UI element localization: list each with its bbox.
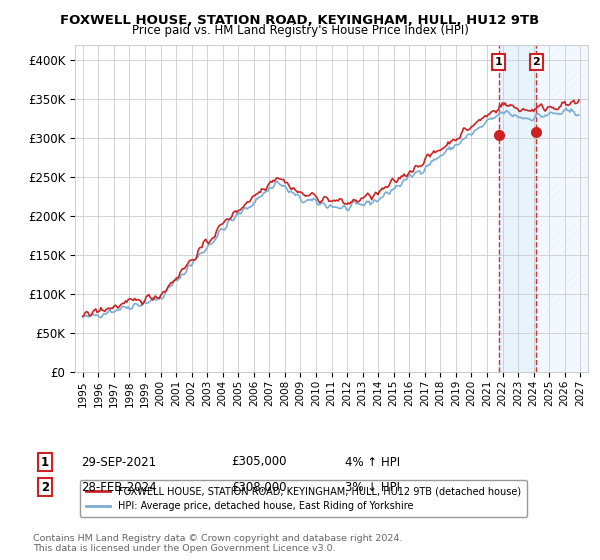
Text: Contains HM Land Registry data © Crown copyright and database right 2024.
This d: Contains HM Land Registry data © Crown c… xyxy=(33,534,403,553)
Text: 2: 2 xyxy=(532,57,540,67)
Text: £308,000: £308,000 xyxy=(231,480,287,494)
Text: Price paid vs. HM Land Registry's House Price Index (HPI): Price paid vs. HM Land Registry's House … xyxy=(131,24,469,36)
Bar xyxy=(499,45,536,372)
Text: 28-FEB-2024: 28-FEB-2024 xyxy=(81,480,157,494)
Bar xyxy=(536,45,588,372)
Text: 3% ↓ HPI: 3% ↓ HPI xyxy=(345,480,400,494)
Text: £305,000: £305,000 xyxy=(231,455,287,469)
Text: 4% ↑ HPI: 4% ↑ HPI xyxy=(345,455,400,469)
Legend: FOXWELL HOUSE, STATION ROAD, KEYINGHAM, HULL, HU12 9TB (detached house), HPI: Av: FOXWELL HOUSE, STATION ROAD, KEYINGHAM, … xyxy=(80,480,527,517)
Text: 1: 1 xyxy=(41,455,49,469)
Text: FOXWELL HOUSE, STATION ROAD, KEYINGHAM, HULL, HU12 9TB: FOXWELL HOUSE, STATION ROAD, KEYINGHAM, … xyxy=(61,14,539,27)
Text: 2: 2 xyxy=(41,480,49,494)
Text: 1: 1 xyxy=(495,57,502,67)
Text: 29-SEP-2021: 29-SEP-2021 xyxy=(81,455,156,469)
